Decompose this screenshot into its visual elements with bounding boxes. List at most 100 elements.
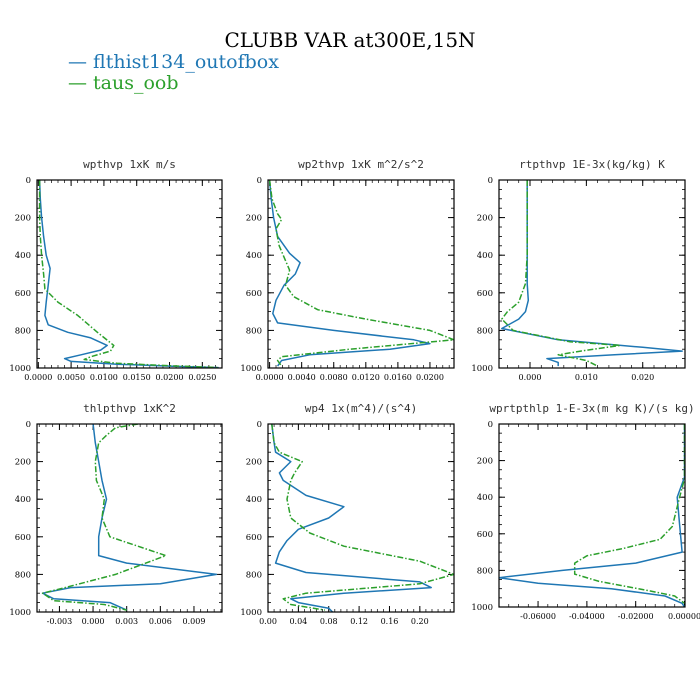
x-tick-label: 0.0050	[57, 373, 85, 382]
y-tick-label: 600	[15, 533, 31, 543]
y-tick-label: 200	[246, 458, 262, 468]
x-tick-label: 0.0120	[352, 373, 380, 382]
legend-label: flthist134_outofbox	[93, 51, 279, 73]
x-tick-label: 0.009	[183, 617, 206, 626]
plot-frame	[498, 179, 686, 369]
panel-6: wprtpthlp 1-E-3x(m kg K)/(s kg) 0 200 400 60…	[471, 402, 700, 621]
y-tick-label: 400	[246, 251, 262, 261]
y-tick-label: 0	[26, 176, 31, 186]
y-tick-label: 800	[15, 570, 31, 580]
x-tick-label: 0.0040	[288, 373, 316, 382]
x-tick-label: 0.0000	[24, 373, 52, 382]
panel-title: wp4 1x(m^4)/(s^4)	[305, 402, 418, 415]
x-tick-label: 0.00	[259, 617, 277, 626]
y-tick-label: 200	[15, 214, 31, 224]
y-tick-label: 0	[26, 420, 31, 430]
x-tick-label: 0.0150	[123, 373, 151, 382]
x-tick-label: 0.006	[149, 617, 172, 626]
y-tick-label: 1000	[471, 364, 493, 374]
y-tick-label: 600	[15, 289, 31, 299]
x-tick-label: 0.04	[289, 617, 307, 626]
y-tick-label: 400	[477, 493, 493, 503]
x-tick-label: 0.00000	[668, 612, 700, 621]
series-line-2	[268, 180, 454, 367]
y-tick-label: 800	[246, 570, 262, 580]
panel-2: wp2thvp 1xK m^2/s^2020040060080010000.00…	[240, 158, 455, 382]
y-tick-label: 200	[477, 214, 493, 224]
legend-item-series-1: — flthist134_outofbox	[68, 52, 279, 73]
y-tick-label: 0	[488, 420, 493, 430]
y-tick-label: 1000	[240, 608, 262, 618]
y-tick-label: 200	[477, 457, 493, 467]
series-line-2	[271, 424, 454, 611]
x-tick-label: 0.16	[381, 617, 399, 626]
x-tick-label: -0.003	[47, 617, 73, 626]
panel-4: thlpthvp 1xK^2 0 200 400 600 800 1000 -0.003 0.0…	[9, 402, 223, 626]
y-tick-label: 0	[488, 176, 493, 186]
y-tick-label: 400	[15, 495, 31, 505]
y-tick-label: 400	[246, 495, 262, 505]
x-tick-label: 0.000	[519, 373, 542, 382]
panel-title: wp2thvp 1xK m^2/s^2	[298, 158, 424, 171]
x-tick-label: 0.12	[350, 617, 368, 626]
x-tick-label: -0.02000	[618, 612, 654, 621]
panel-title: wprtpthlp 1-E-3x(m kg K)/(s kg)	[489, 402, 694, 415]
y-tick-label: 800	[477, 566, 493, 576]
legend-item-series-2: — taus_oob	[68, 73, 279, 94]
series-line-2	[41, 424, 167, 611]
y-tick-label: 800	[15, 326, 31, 336]
plot-frame	[267, 179, 455, 369]
panel-title: rtpthvp 1E-3x(kg/kg) K	[519, 158, 665, 171]
y-tick-label: 400	[15, 251, 31, 261]
series-line-1	[41, 424, 218, 611]
panel-3: rtpthvp 1E-3x(kg/kg) K 0 200 400 600 800 1000 0…	[471, 158, 686, 382]
x-tick-label: 0.0000	[256, 373, 284, 382]
y-tick-label: 200	[246, 214, 262, 224]
y-tick-label: 800	[477, 326, 493, 336]
x-tick-label: 0.0200	[156, 373, 184, 382]
panel-title: wpthvp 1xK m/s	[83, 158, 176, 171]
y-tick-label: 600	[477, 289, 493, 299]
plot-frame	[36, 423, 223, 613]
series-line-1	[268, 180, 431, 367]
plot-frame	[267, 423, 455, 613]
series-line-1	[271, 424, 432, 612]
legend: — flthist134_outofbox — taus_oob	[68, 52, 279, 94]
x-tick-label: -0.06000	[520, 612, 556, 621]
series-line-1	[499, 424, 685, 607]
x-tick-label: -0.04000	[569, 612, 605, 621]
x-tick-label: 0.003	[115, 617, 138, 626]
series-line-1	[38, 180, 219, 368]
plot-frame	[498, 423, 686, 608]
y-tick-label: 0	[257, 420, 262, 430]
y-tick-label: 1000	[9, 608, 31, 618]
y-tick-label: 1000	[240, 364, 262, 374]
x-tick-label: 0.0200	[416, 373, 444, 382]
panel-title: thlpthvp 1xK^2	[83, 402, 176, 415]
legend-line-icon: —	[68, 51, 87, 73]
x-tick-label: 0.20	[411, 617, 429, 626]
legend-label: taus_oob	[93, 72, 179, 94]
y-tick-label: 600	[477, 530, 493, 540]
plot-frame	[36, 179, 223, 369]
y-tick-label: 600	[246, 289, 262, 299]
x-tick-label: 0.020	[631, 373, 654, 382]
x-tick-label: 0.0100	[90, 373, 118, 382]
y-tick-label: 0	[257, 176, 262, 186]
y-tick-label: 600	[246, 533, 262, 543]
x-tick-label: 0.0160	[384, 373, 412, 382]
x-tick-label: 0.08	[320, 617, 338, 626]
figure-title: CLUBB VAR at300E,15N	[224, 28, 476, 52]
x-tick-label: 0.0250	[188, 373, 216, 382]
x-tick-label: 0.010	[575, 373, 598, 382]
y-tick-label: 400	[477, 251, 493, 261]
y-tick-label: 800	[246, 326, 262, 336]
series-line-1	[501, 180, 683, 367]
series-line-2	[38, 180, 219, 368]
legend-line-icon: —	[68, 72, 87, 94]
series-line-2	[501, 180, 621, 367]
